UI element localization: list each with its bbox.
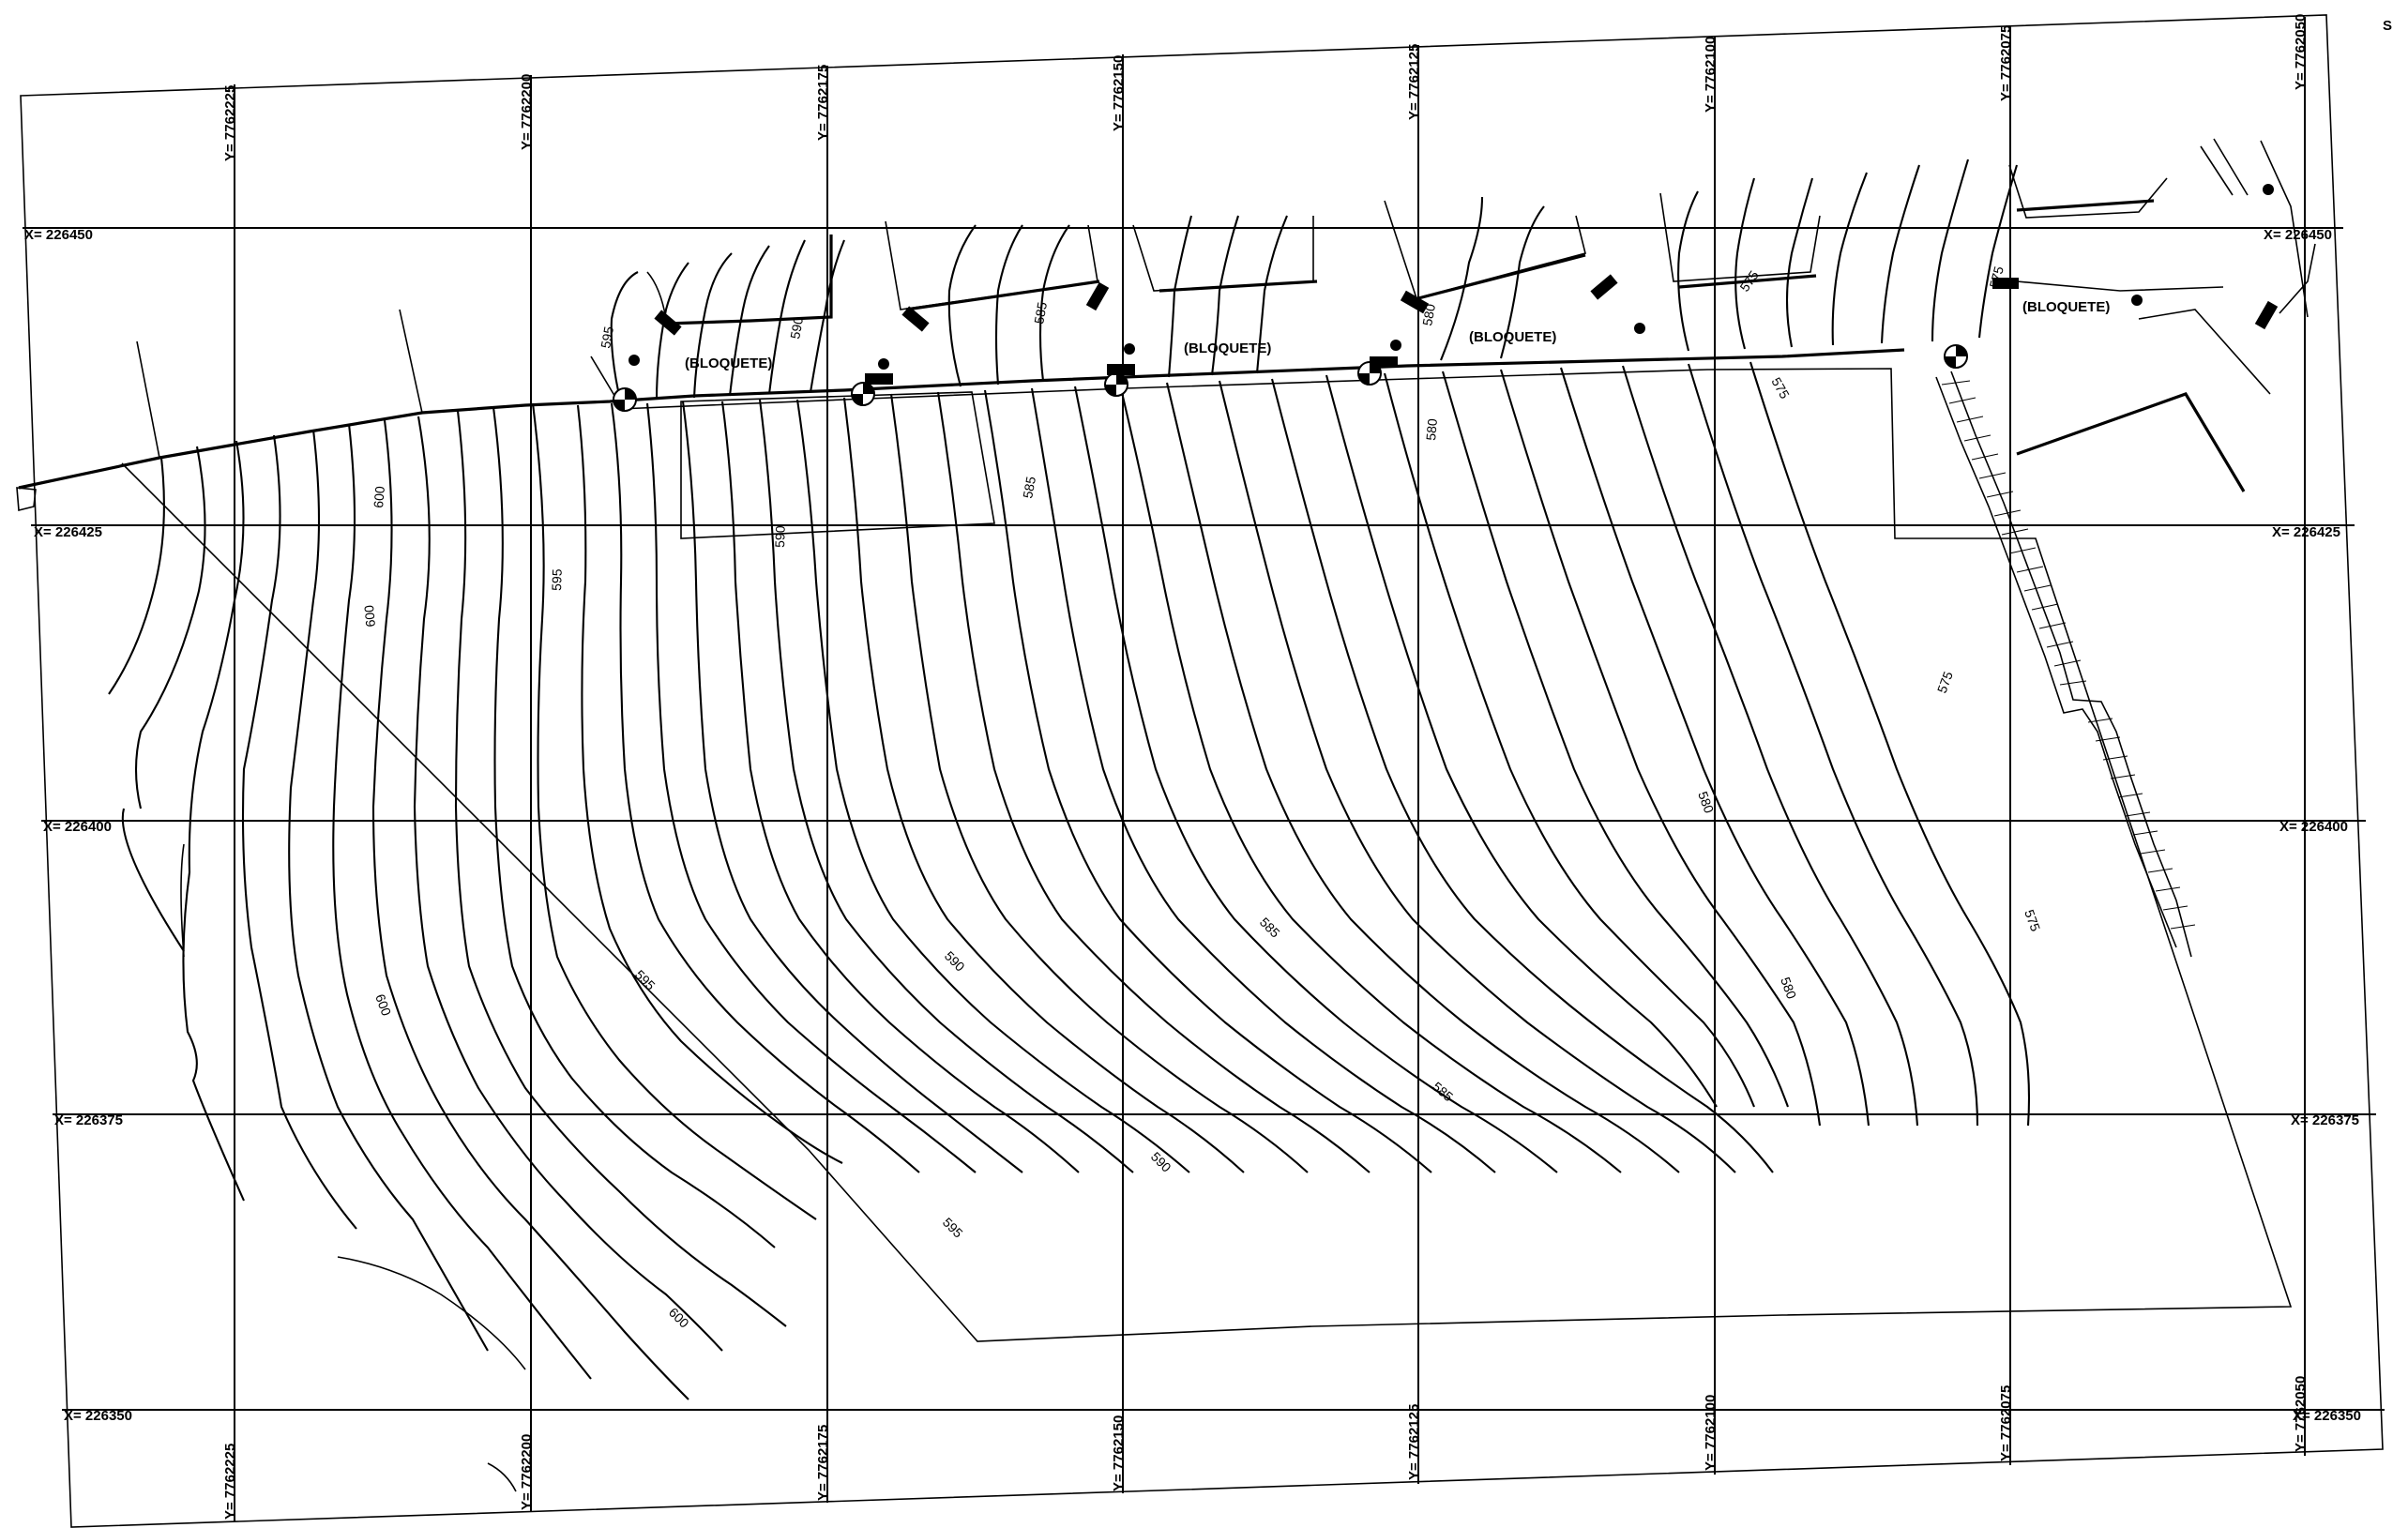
contour-label: 595 [632, 967, 659, 993]
benchmark-symbol [613, 387, 637, 412]
corner-mark: S [2383, 18, 2392, 34]
block-marker [1590, 274, 1618, 300]
site-boundary [16, 348, 2293, 1342]
contour-label: 580 [1778, 976, 1799, 1002]
bloquete-note: (BLOQUETE) [2022, 299, 2110, 315]
contour-label: 590 [1148, 1149, 1174, 1175]
block-marker [2254, 300, 2279, 330]
grid-labels-x-right: X= 226450 X= 226425 X= 226400 X= 226375 … [2264, 227, 2361, 1424]
y-label-7762100-bottom: Y= 7762100 [1703, 1395, 1719, 1471]
grid-labels-x-left: X= 226450 X= 226425 X= 226400 X= 226375 … [24, 227, 132, 1424]
y-label-7762125-bottom: Y= 7762125 [1406, 1404, 1422, 1480]
contour-label: 580 [1423, 417, 1440, 441]
drainage-channel [1935, 371, 2196, 958]
y-label-7762125-top: Y= 7762125 [1406, 44, 1422, 120]
block-marker [1400, 290, 1430, 314]
contour-label: 580 [1695, 790, 1717, 816]
lot-rectangle [680, 391, 995, 539]
block-marker [1370, 356, 1398, 368]
block-marker [1107, 364, 1135, 375]
contours [108, 361, 2031, 1400]
y-label-7762075-bottom: Y= 7762075 [1998, 1385, 2014, 1461]
contour-label: 585 [1020, 476, 1038, 500]
contour-label: 580 [1419, 303, 1438, 327]
survey-point [2263, 184, 2274, 195]
y-label-7762175-top: Y= 7762175 [815, 65, 831, 141]
grid-labels-y-bottom: Y= 7762225 Y= 7762200 Y= 7762175 Y= 7762… [222, 1376, 2309, 1520]
y-label-7762150-bottom: Y= 7762150 [1111, 1415, 1127, 1491]
survey-point [1124, 343, 1135, 355]
y-label-7762150-top: Y= 7762150 [1111, 55, 1127, 131]
contour-label: 590 [787, 316, 806, 340]
contour-label: 590 [772, 525, 788, 548]
contour-label: 590 [942, 948, 968, 975]
contour-label: 595 [940, 1215, 966, 1241]
y-label-7762200-top: Y= 7762200 [519, 74, 535, 150]
contour-label: 600 [361, 604, 378, 628]
survey-point [629, 355, 640, 366]
sheet-frame [20, 14, 2384, 1528]
road-lower-edge [121, 368, 2293, 1342]
block-marker [654, 310, 682, 336]
survey-point [2131, 295, 2143, 306]
x-label-226350-right: X= 226350 [2293, 1408, 2361, 1424]
block-marker [901, 306, 930, 332]
block-marker [1085, 281, 1110, 311]
road-upper-edge [18, 348, 1905, 490]
x-label-226450-left: X= 226450 [24, 227, 93, 243]
y-label-7762050-bottom: Y= 7762050 [2293, 1376, 2309, 1452]
bloquete-note: (BLOQUETE) [1184, 340, 1271, 356]
bloquete-note: (BLOQUETE) [1469, 329, 1556, 345]
benchmark-symbol [1104, 372, 1128, 397]
bloquete-note: (BLOQUETE) [685, 356, 772, 371]
upper-ditches [136, 138, 2316, 492]
y-label-7762200-bottom: Y= 7762200 [519, 1434, 535, 1510]
contour-label: 575 [1934, 669, 1956, 695]
contour-label: 585 [1257, 915, 1283, 941]
x-label-226450-right: X= 226450 [2264, 227, 2332, 243]
misc-lines: S [180, 18, 2392, 1492]
grid-labels-y-top: Y= 7762225 Y= 7762200 Y= 7762175 Y= 7762… [222, 14, 2309, 161]
contour-label: 600 [371, 485, 387, 508]
survey-point [1634, 323, 1645, 334]
contour-label: 575 [1736, 267, 1762, 294]
y-label-7762225-bottom: Y= 7762225 [222, 1444, 238, 1520]
block-marker [1992, 278, 2019, 289]
survey-point [878, 358, 889, 370]
y-label-7762175-bottom: Y= 7762175 [815, 1425, 831, 1501]
grid-y-lines [234, 17, 2306, 1521]
x-label-226400-right: X= 226400 [2279, 819, 2348, 835]
y-label-7762050-top: Y= 7762050 [2293, 14, 2309, 90]
upper-contours [610, 159, 2019, 404]
x-label-226350-left: X= 226350 [64, 1408, 132, 1424]
contour-label: 575 [1986, 265, 2007, 290]
y-label-7762075-top: Y= 7762075 [1998, 25, 2014, 101]
survey-points [629, 184, 2279, 385]
contour-label: 600 [372, 992, 394, 1019]
y-label-7762100-top: Y= 7762100 [1703, 37, 1719, 113]
contour-label: 600 [666, 1305, 692, 1331]
block-marker [865, 373, 893, 385]
grid-x-lines [23, 227, 2385, 1411]
x-label-226425-left: X= 226425 [34, 524, 102, 540]
benchmark-symbol [1944, 344, 1968, 369]
y-label-7762225-top: Y= 7762225 [222, 85, 238, 161]
benchmark-symbol [851, 382, 875, 406]
x-label-226375-right: X= 226375 [2291, 1112, 2359, 1128]
bloquete-notes: (BLOQUETE) (BLOQUETE) (BLOQUETE) (BLOQUE… [685, 299, 2110, 371]
contour-label: 585 [1031, 301, 1050, 325]
x-label-226425-right: X= 226425 [2272, 524, 2340, 540]
contour-label: 575 [2022, 908, 2043, 934]
survey-point [1390, 340, 1401, 351]
lot-left-corner [16, 487, 37, 512]
x-label-226375-left: X= 226375 [54, 1112, 123, 1128]
contour-label: 575 [1768, 375, 1793, 401]
x-label-226400-left: X= 226400 [43, 819, 112, 835]
contour-label: 595 [598, 325, 616, 350]
contour-label: 595 [549, 568, 565, 591]
